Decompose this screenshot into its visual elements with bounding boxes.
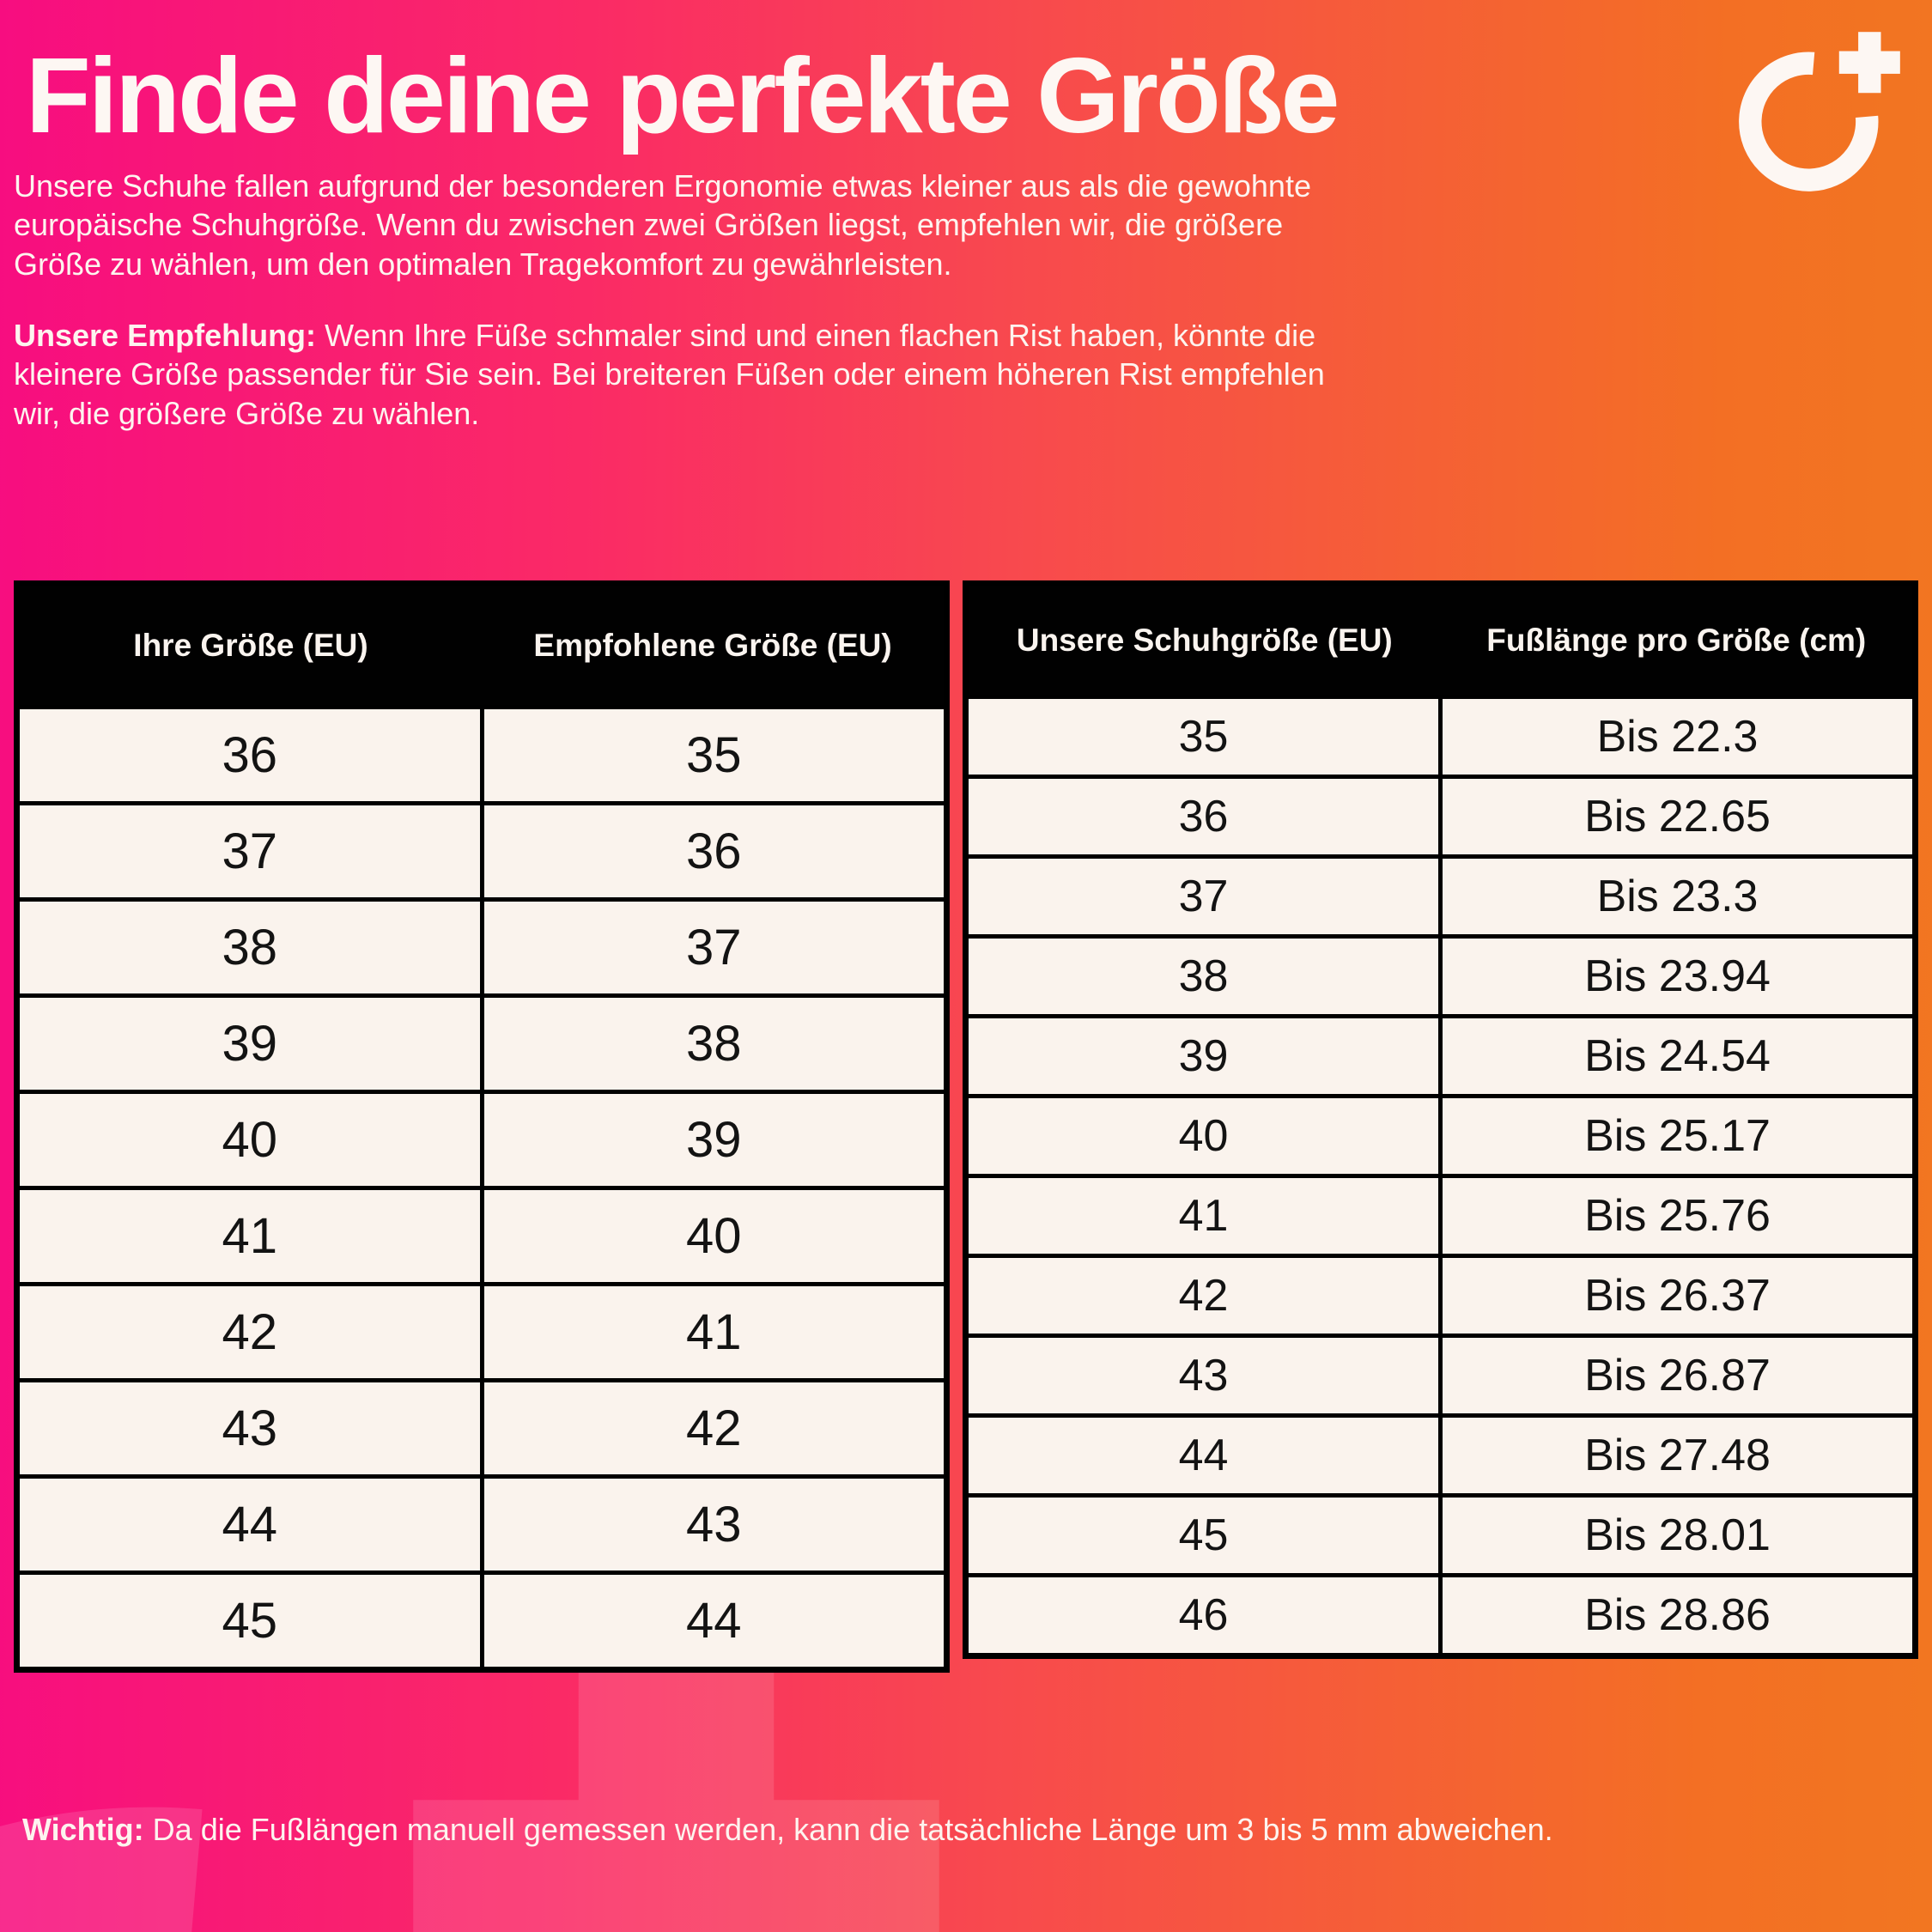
foot-length-table: Unsere Schuhgröße (EU) Fußlänge pro Größe…	[963, 580, 1918, 1660]
table-cell: Bis 27.48	[1438, 1413, 1917, 1498]
table-cell: 43	[15, 1378, 484, 1479]
table-row: 36 Bis 22.65	[963, 775, 1917, 860]
table-row: 38 37	[15, 897, 950, 999]
table-cell: 39	[15, 993, 484, 1095]
table-cell: 41	[963, 1174, 1443, 1259]
table-row: 38 Bis 23.94	[963, 934, 1917, 1019]
column-header: Fußlänge pro Größe (cm)	[1440, 583, 1916, 697]
table-row: 42 41	[15, 1282, 950, 1383]
table-cell: 37	[15, 801, 484, 902]
table-cell: Bis 23.94	[1438, 934, 1917, 1019]
table-row: 36 35	[15, 705, 950, 806]
recommendation-label: Unsere Empfehlung:	[14, 318, 317, 354]
table-cell: 43	[479, 1474, 950, 1576]
header-row: Unsere Schuhgröße (EU) Fußlänge pro Größe…	[965, 583, 1916, 697]
table-cell: 36	[15, 705, 484, 806]
measurement-note: Wichtig: Da die Fußlängen manuell gemess…	[22, 1810, 1877, 1850]
table-cell: Bis 26.87	[1438, 1334, 1917, 1419]
table-cell: 44	[15, 1474, 484, 1576]
table-cell: Bis 25.76	[1438, 1174, 1917, 1259]
table-cell: 40	[479, 1186, 950, 1287]
table-cell: 42	[479, 1378, 950, 1479]
table-cell: 45	[963, 1493, 1443, 1578]
table-cell: 43	[963, 1334, 1443, 1419]
table-cell: Bis 24.54	[1438, 1014, 1917, 1099]
size-conversion-table-head: Ihre Größe (EU) Empfohlene Größe (EU)	[16, 583, 947, 708]
table-cell: 39	[963, 1014, 1443, 1099]
size-conversion-table: Ihre Größe (EU) Empfohlene Größe (EU) 36 3…	[14, 580, 951, 1674]
table-cell: 38	[963, 934, 1443, 1019]
table-cell: 36	[963, 775, 1443, 860]
table-cell: 37	[479, 897, 950, 999]
header-row: Ihre Größe (EU) Empfohlene Größe (EU)	[16, 583, 947, 708]
table-cell: 45	[15, 1571, 484, 1673]
table-row: 35 Bis 22.3	[963, 695, 1917, 780]
table-cell: 38	[15, 897, 484, 999]
table-row: 45 Bis 28.01	[963, 1493, 1917, 1578]
table-cell: Bis 25.17	[1438, 1094, 1917, 1179]
table-cell: 44	[479, 1571, 950, 1673]
column-header: Empfohlene Größe (EU)	[482, 583, 947, 708]
column-header: Ihre Größe (EU)	[16, 583, 483, 708]
foot-length-table-head: Unsere Schuhgröße (EU) Fußlänge pro Größe…	[965, 583, 1916, 697]
table-row: 46 Bis 28.86	[963, 1573, 1917, 1659]
tables-row: Ihre Größe (EU) Empfohlene Größe (EU) 36 3…	[14, 580, 1918, 1674]
page-title: Finde deine perfekte Größe	[26, 37, 1340, 155]
page-content: Finde deine perfekte Größe Unsere Schuhe…	[14, 37, 1918, 1850]
table-row: 37 36	[15, 801, 950, 902]
table-cell: 36	[479, 801, 950, 902]
table-cell: Bis 22.65	[1438, 775, 1917, 860]
column-header: Unsere Schuhgröße (EU)	[965, 583, 1441, 697]
table-row: 43 Bis 26.87	[963, 1334, 1917, 1419]
note-label: Wichtig:	[22, 1812, 144, 1848]
table-row: 42 Bis 26.37	[963, 1254, 1917, 1339]
table-row: 39 38	[15, 993, 950, 1095]
table-row: 44 Bis 27.48	[963, 1413, 1917, 1498]
table-cell: 40	[15, 1090, 484, 1191]
recommendation-text: Unsere Empfehlung: Wenn Ihre Füße schmal…	[14, 316, 1358, 433]
table-cell: 44	[963, 1413, 1443, 1498]
table-row: 41 Bis 25.76	[963, 1174, 1917, 1259]
table-cell: 37	[963, 854, 1443, 939]
table-cell: 42	[15, 1282, 484, 1383]
table-row: 43 42	[15, 1378, 950, 1479]
table-cell: 39	[479, 1090, 950, 1191]
table-cell: 46	[963, 1573, 1443, 1659]
brand-o-plus-logo-icon	[1739, 32, 1900, 191]
table-cell: 42	[963, 1254, 1443, 1339]
size-conversion-table-body: 36 35 37 36 38 37 39 38 40 39 41 40 42 41 43 42 44 43 45 44	[15, 705, 950, 1673]
table-cell: 35	[479, 705, 950, 806]
table-row: 45 44	[15, 1571, 950, 1673]
foot-length-table-body: 35 Bis 22.3 36 Bis 22.65 37 Bis 23.3 38 Bis 23.…	[963, 695, 1917, 1659]
table-cell: 40	[963, 1094, 1443, 1179]
table-cell: Bis 28.86	[1438, 1573, 1917, 1659]
intro-text: Unsere Schuhe fallen aufgrund der besond…	[14, 168, 1311, 282]
table-cell: 41	[479, 1282, 950, 1383]
table-row: 39 Bis 24.54	[963, 1014, 1917, 1099]
table-cell: 41	[15, 1186, 484, 1287]
table-cell: Bis 22.3	[1438, 695, 1917, 780]
table-cell: 38	[479, 993, 950, 1095]
table-cell: Bis 23.3	[1438, 854, 1917, 939]
note-body: Da die Fußlängen manuell gemessen werden…	[152, 1812, 1553, 1848]
table-row: 40 39	[15, 1090, 950, 1191]
table-row: 40 Bis 25.17	[963, 1094, 1917, 1179]
table-cell: Bis 26.37	[1438, 1254, 1917, 1339]
table-cell: Bis 28.01	[1438, 1493, 1917, 1578]
table-row: 41 40	[15, 1186, 950, 1287]
recommendation-body: Wenn Ihre Füße schmaler sind und einen f…	[14, 318, 1325, 431]
table-row: 37 Bis 23.3	[963, 854, 1917, 939]
table-cell: 35	[963, 695, 1443, 780]
table-row: 44 43	[15, 1474, 950, 1576]
